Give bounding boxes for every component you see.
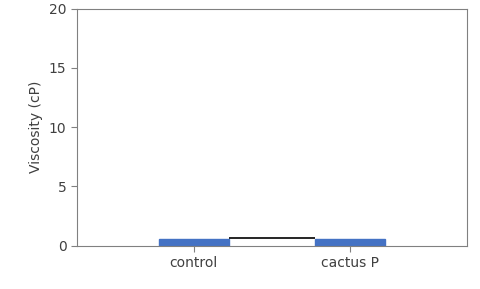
Bar	[314, 238, 384, 246]
Bar	[158, 238, 228, 246]
Y-axis label: Viscosity (cP): Viscosity (cP)	[29, 81, 43, 173]
